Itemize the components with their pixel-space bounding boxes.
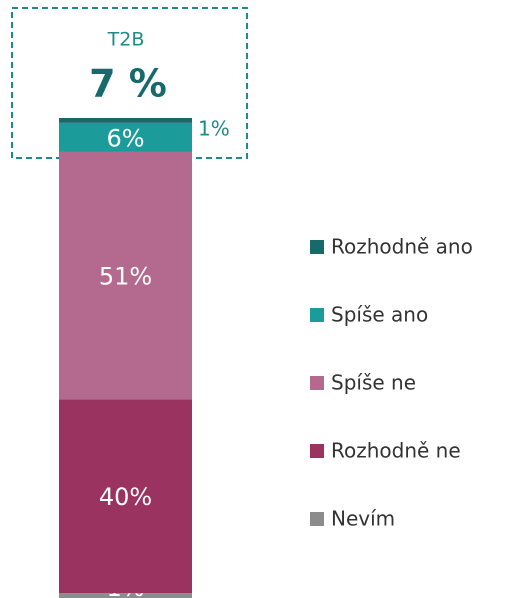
bar-segment bbox=[59, 593, 192, 598]
legend-label: Nevím bbox=[331, 507, 395, 531]
legend-swatch bbox=[310, 308, 324, 322]
data-label: 51% bbox=[99, 263, 152, 291]
bar-segment bbox=[59, 399, 192, 594]
legend-label: Rozhodně ano bbox=[331, 235, 473, 259]
data-label: 6% bbox=[106, 124, 144, 152]
bar-segment bbox=[59, 151, 192, 400]
legend-label: Rozhodně ne bbox=[331, 439, 461, 463]
data-label: 1% bbox=[198, 117, 230, 141]
legend-label: Spíše ne bbox=[331, 371, 416, 395]
legend-label: Spíše ano bbox=[331, 303, 428, 327]
data-label: 40% bbox=[99, 483, 152, 511]
bar-segment bbox=[59, 122, 192, 152]
legend-swatch bbox=[310, 240, 324, 254]
legend-swatch bbox=[310, 512, 324, 526]
bar-segment bbox=[59, 118, 192, 123]
legend-swatch bbox=[310, 376, 324, 390]
t2b-value: 7 % bbox=[89, 62, 167, 106]
legend-swatch bbox=[310, 444, 324, 458]
t2b-title: T2B bbox=[107, 29, 145, 51]
